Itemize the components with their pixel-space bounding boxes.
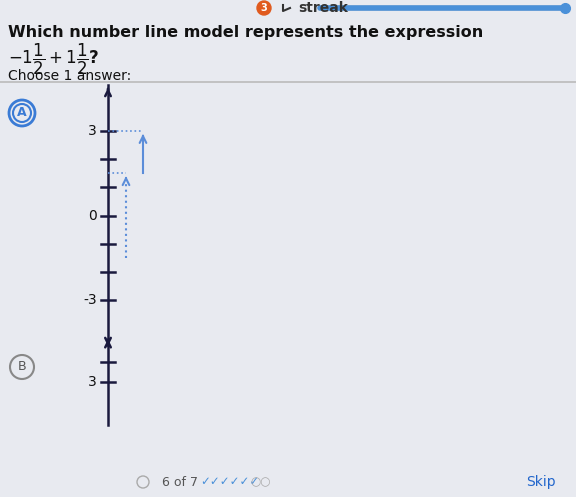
Text: Choose 1 answer:: Choose 1 answer: <box>8 69 131 83</box>
Text: 3: 3 <box>88 375 97 389</box>
Text: A: A <box>17 106 27 119</box>
Text: Which number line model represents the expression: Which number line model represents the e… <box>8 25 483 40</box>
Circle shape <box>257 1 271 15</box>
Text: 3: 3 <box>260 3 267 13</box>
Text: Skip: Skip <box>526 475 556 489</box>
Text: -3: -3 <box>84 293 97 307</box>
Text: $-1\dfrac{1}{2}+1\dfrac{1}{2}$?: $-1\dfrac{1}{2}+1\dfrac{1}{2}$? <box>8 42 100 77</box>
Text: 6 of 7: 6 of 7 <box>162 476 198 489</box>
Text: ○○: ○○ <box>250 476 271 489</box>
Text: streak: streak <box>298 1 348 15</box>
Text: 0: 0 <box>88 209 97 223</box>
Text: B: B <box>18 360 26 374</box>
Text: ✓✓✓✓✓✓: ✓✓✓✓✓✓ <box>200 476 259 489</box>
Text: 3: 3 <box>88 124 97 138</box>
